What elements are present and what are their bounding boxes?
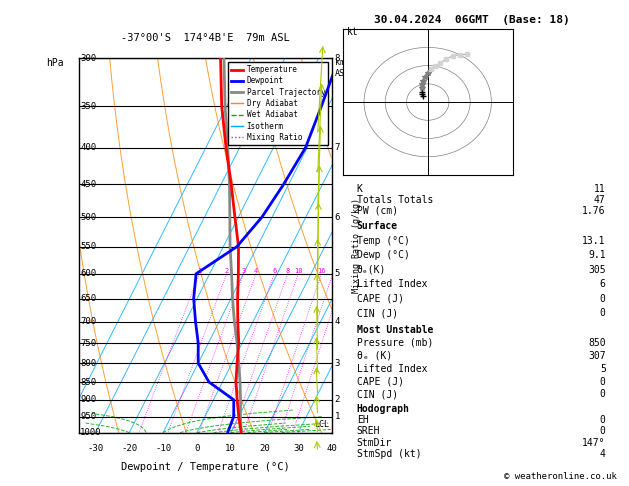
Text: θₑ(K): θₑ(K) (357, 265, 386, 275)
Text: 20: 20 (259, 444, 270, 453)
Text: 4: 4 (600, 449, 606, 459)
Text: -10: -10 (155, 444, 171, 453)
Text: km
ASL: km ASL (335, 58, 350, 78)
Text: CIN (J): CIN (J) (357, 389, 398, 399)
Text: Dewp (°C): Dewp (°C) (357, 250, 409, 260)
Text: © weatheronline.co.uk: © weatheronline.co.uk (504, 472, 616, 481)
Text: Pressure (mb): Pressure (mb) (357, 338, 433, 347)
Text: -37°00'S  174°4B'E  79m ASL: -37°00'S 174°4B'E 79m ASL (121, 34, 290, 43)
Text: 7: 7 (335, 143, 340, 152)
Text: Temp (°C): Temp (°C) (357, 236, 409, 245)
Text: kt: kt (347, 27, 359, 36)
Text: hPa: hPa (46, 58, 64, 69)
Text: 5: 5 (335, 269, 340, 278)
Text: StmDir: StmDir (357, 437, 392, 448)
Text: PW (cm): PW (cm) (357, 206, 398, 216)
Text: 1: 1 (335, 412, 340, 421)
Text: 750: 750 (81, 339, 96, 347)
Text: 2: 2 (225, 268, 229, 274)
Text: Dewpoint / Temperature (°C): Dewpoint / Temperature (°C) (121, 463, 290, 472)
Text: 300: 300 (81, 54, 96, 63)
Text: SREH: SREH (357, 426, 380, 436)
Text: 11: 11 (594, 184, 606, 194)
Text: 600: 600 (81, 269, 96, 278)
Text: 550: 550 (81, 242, 96, 251)
Text: 305: 305 (588, 265, 606, 275)
Text: 1.76: 1.76 (582, 206, 606, 216)
Text: CAPE (J): CAPE (J) (357, 294, 404, 304)
Text: 40: 40 (326, 444, 338, 453)
Text: 900: 900 (81, 395, 96, 404)
Text: 8: 8 (335, 54, 340, 63)
Text: StmSpd (kt): StmSpd (kt) (357, 449, 421, 459)
Text: 10: 10 (294, 268, 303, 274)
Text: 0: 0 (600, 415, 606, 425)
Text: 0: 0 (600, 294, 606, 304)
Text: 850: 850 (81, 378, 96, 386)
Text: CAPE (J): CAPE (J) (357, 377, 404, 386)
Text: 650: 650 (81, 294, 96, 303)
Text: 10: 10 (225, 444, 236, 453)
Text: θₑ (K): θₑ (K) (357, 350, 392, 361)
Text: 16: 16 (317, 268, 326, 274)
Text: 1000: 1000 (81, 428, 102, 437)
Text: 2: 2 (335, 395, 340, 404)
Text: LCL: LCL (314, 420, 329, 429)
Text: 0: 0 (600, 426, 606, 436)
Text: -30: -30 (87, 444, 104, 453)
Text: 3: 3 (335, 359, 340, 368)
Text: 0: 0 (600, 389, 606, 399)
Text: 6: 6 (272, 268, 276, 274)
Text: 850: 850 (588, 338, 606, 347)
Text: K: K (357, 184, 362, 194)
Text: Lifted Index: Lifted Index (357, 364, 427, 374)
Text: 6: 6 (600, 279, 606, 289)
Text: -20: -20 (121, 444, 137, 453)
Text: 30.04.2024  06GMT  (Base: 18): 30.04.2024 06GMT (Base: 18) (374, 15, 570, 25)
Text: 4: 4 (254, 268, 258, 274)
Text: 8: 8 (286, 268, 290, 274)
Text: 6: 6 (335, 212, 340, 222)
Text: 400: 400 (81, 143, 96, 152)
Text: 4: 4 (335, 317, 340, 326)
Text: Lifted Index: Lifted Index (357, 279, 427, 289)
Text: 9.1: 9.1 (588, 250, 606, 260)
Text: CIN (J): CIN (J) (357, 309, 398, 318)
Text: 147°: 147° (582, 437, 606, 448)
Text: 30: 30 (293, 444, 304, 453)
Text: Hodograph: Hodograph (357, 404, 409, 414)
Text: 500: 500 (81, 212, 96, 222)
Text: 0: 0 (600, 377, 606, 386)
Text: 1: 1 (197, 268, 201, 274)
Text: 5: 5 (600, 364, 606, 374)
Text: 13.1: 13.1 (582, 236, 606, 245)
Text: 700: 700 (81, 317, 96, 326)
Text: 950: 950 (81, 412, 96, 421)
Text: 800: 800 (81, 359, 96, 368)
Text: 0: 0 (600, 309, 606, 318)
Text: 307: 307 (588, 350, 606, 361)
Text: 350: 350 (81, 102, 96, 111)
Text: 0: 0 (194, 444, 199, 453)
Text: Surface: Surface (357, 221, 398, 231)
Text: 3: 3 (242, 268, 246, 274)
Text: 47: 47 (594, 195, 606, 205)
Text: Mixing Ratio (g/kg): Mixing Ratio (g/kg) (352, 198, 362, 293)
Text: Totals Totals: Totals Totals (357, 195, 433, 205)
Text: 450: 450 (81, 180, 96, 189)
Text: EH: EH (357, 415, 369, 425)
Legend: Temperature, Dewpoint, Parcel Trajectory, Dry Adiabat, Wet Adiabat, Isotherm, Mi: Temperature, Dewpoint, Parcel Trajectory… (228, 62, 328, 145)
Text: Most Unstable: Most Unstable (357, 325, 433, 335)
